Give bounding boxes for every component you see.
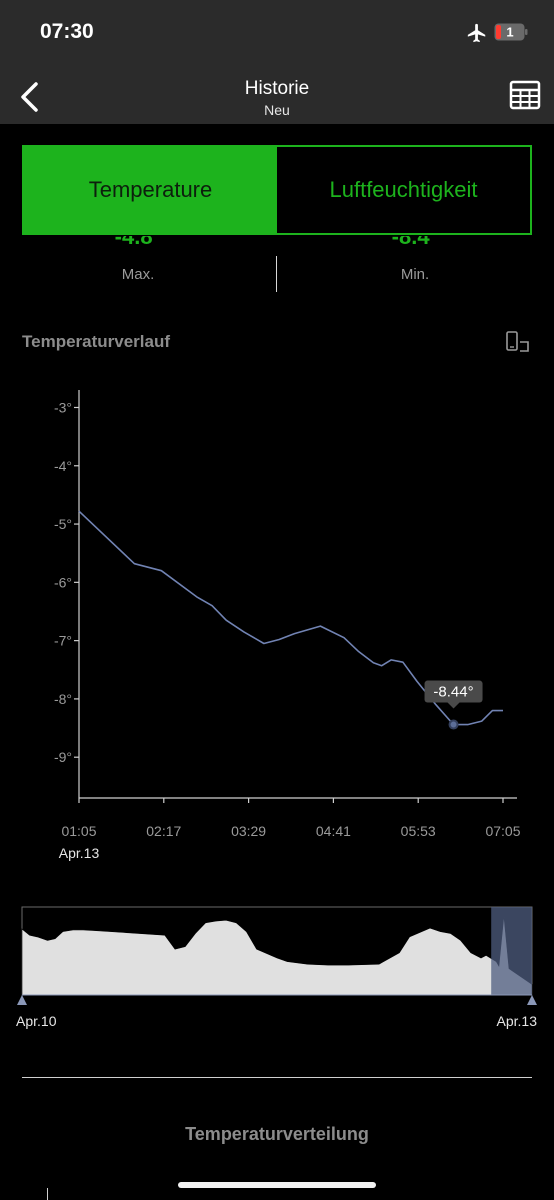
distribution-title: Temperaturverteilung xyxy=(185,1124,369,1144)
min-value: -8.4° xyxy=(391,236,439,249)
y-tick-label: -3° xyxy=(54,399,72,415)
section-divider xyxy=(22,1077,532,1078)
section-title: Temperaturverlauf xyxy=(22,332,171,351)
tooltip-box xyxy=(424,680,483,703)
max-label: Max. xyxy=(121,266,155,283)
tab-humidity[interactable]: Luftfeuchtigkeit xyxy=(277,147,530,233)
x-tick-label: 07:05 xyxy=(485,823,520,839)
x-tick-label: 01:05 xyxy=(61,823,96,839)
status-bar: 07:30 1 xyxy=(0,0,554,70)
overview-start-handle[interactable] xyxy=(17,995,27,1005)
stats-divider xyxy=(276,256,277,292)
battery-icon: 1 xyxy=(494,23,528,41)
max-value: -4.8° xyxy=(114,236,162,249)
highlight-point[interactable] xyxy=(448,719,459,730)
y-tick-label: -4° xyxy=(54,458,72,474)
overview-start-label: Apr.10 xyxy=(16,1013,57,1029)
y-tick-label: -8° xyxy=(54,691,72,707)
distribution-axis-tick xyxy=(47,1188,48,1200)
overview-selection-window[interactable] xyxy=(491,907,532,995)
navigation-bar: Historie Neu xyxy=(0,70,554,124)
page-subtitle: Neu xyxy=(264,102,290,118)
x-date-label: Apr.13 xyxy=(59,845,100,861)
page-title: Historie xyxy=(244,78,310,99)
y-tick-label: -7° xyxy=(54,633,72,649)
back-chevron-icon[interactable] xyxy=(16,80,46,114)
status-time: 07:30 xyxy=(40,20,94,43)
tooltip-value: -8.44° xyxy=(433,684,473,701)
overview-range-selector[interactable]: Apr.10 Apr.13 xyxy=(0,895,554,1035)
temperature-chart: -3° -4° -5° -6° -7° -8° -9° 01:05 02:17 03:29 04:… xyxy=(54,390,521,861)
home-indicator[interactable] xyxy=(178,1182,376,1188)
rotate-landscape-icon[interactable] xyxy=(504,331,530,353)
y-tick-label: -6° xyxy=(54,574,72,590)
overview-end-label: Apr.13 xyxy=(497,1013,538,1029)
stats-panel: -4.8° Max. -8.4° Min. xyxy=(0,236,554,296)
y-tick-label: -9° xyxy=(54,749,72,765)
x-tick-label: 02:17 xyxy=(146,823,181,839)
min-label: Min. xyxy=(400,266,430,283)
table-icon[interactable] xyxy=(508,78,542,112)
battery-level: 1 xyxy=(506,25,513,40)
x-tick-label: 05:53 xyxy=(401,823,436,839)
tab-bar: Temperature Luftfeuchtigkeit xyxy=(22,145,532,235)
y-tick-label: -5° xyxy=(54,516,72,532)
airplane-mode-icon xyxy=(467,23,486,43)
x-tick-label: 03:29 xyxy=(231,823,266,839)
tab-temperature[interactable]: Temperature xyxy=(24,147,277,233)
overview-end-handle[interactable] xyxy=(527,995,537,1005)
x-tick-label: 04:41 xyxy=(316,823,351,839)
tooltip-arrow xyxy=(447,702,460,709)
